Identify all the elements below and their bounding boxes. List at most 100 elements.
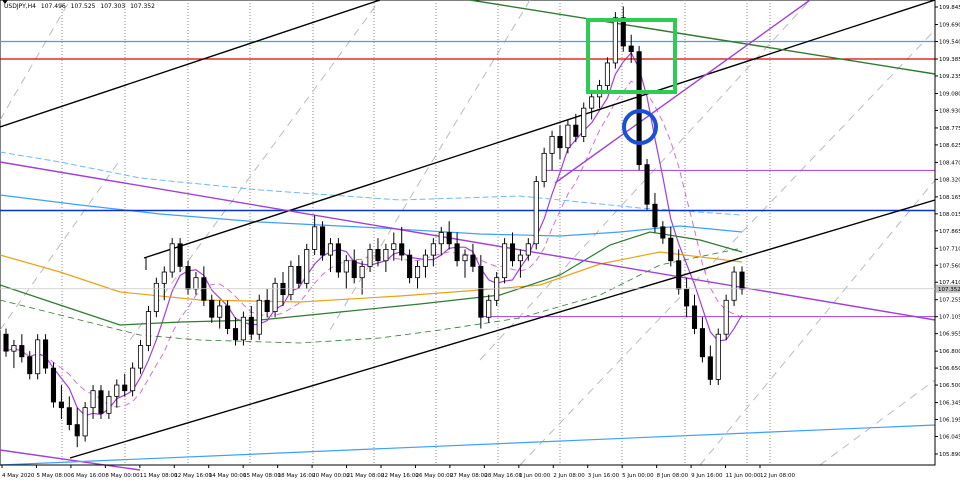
horizontal-levels <box>0 40 935 318</box>
candle <box>288 260 294 301</box>
time-tick-label: 5 May 08:00 <box>36 473 71 479</box>
collapse-arrow-icon[interactable] <box>2 0 8 4</box>
candle-body <box>454 243 460 262</box>
candle <box>517 249 523 278</box>
candle-body <box>422 254 428 267</box>
candle <box>98 385 104 419</box>
time-tick-label: 4 May 2020 <box>2 473 35 479</box>
time-tick-label: 3 Jun 16:00 <box>588 473 620 479</box>
candle-body <box>145 311 152 346</box>
green-downtrend-line <box>469 0 936 75</box>
candle-body <box>691 305 698 329</box>
candle-body <box>628 45 634 53</box>
candle <box>620 6 626 52</box>
candle-body <box>272 282 278 312</box>
candle <box>438 226 444 256</box>
candle-body <box>137 345 144 369</box>
price-tick-label: 108.165 <box>939 195 960 201</box>
symbol-header: USDJPY,H4 107.496 107.525 107.303 107.35… <box>4 3 158 10</box>
time-tick-label: 20 May 00:00 <box>312 473 350 479</box>
candle <box>3 328 9 357</box>
candle-body <box>11 345 17 352</box>
time-tick-label: 2 Jun 08:00 <box>553 473 585 479</box>
candle <box>27 351 33 380</box>
candle-body <box>604 62 611 86</box>
time-tick-label: 5 Jun 00:00 <box>622 473 654 479</box>
time-tick-label: 12 Jun 08:00 <box>760 473 795 479</box>
candle-body <box>209 299 215 318</box>
candle-body <box>320 226 326 256</box>
candle <box>320 221 326 261</box>
price-tick-label: 106.650 <box>939 366 960 372</box>
ma-orange-line <box>0 251 743 303</box>
blue-long-trendline <box>0 424 936 466</box>
purple-uptrend-line <box>554 0 811 184</box>
candle-body <box>66 407 72 426</box>
candle-body <box>414 265 421 279</box>
candle-body <box>739 271 745 290</box>
candle-body <box>27 356 33 375</box>
time-tick-label: 11 May 08:00 <box>140 473 178 479</box>
candle-body <box>660 226 666 239</box>
candle-body <box>43 339 49 369</box>
candle-body <box>58 401 64 409</box>
diagonal-dashed-line <box>699 179 936 466</box>
candle <box>604 57 611 92</box>
price-tick-label: 106.955 <box>939 332 960 338</box>
time-tick-label: 22 May 16:00 <box>381 473 419 479</box>
candle <box>707 345 713 386</box>
candle-body <box>502 243 508 279</box>
candle-body <box>343 260 349 273</box>
price-tick-label: 108.775 <box>939 126 960 132</box>
candle-body <box>652 203 658 228</box>
candle <box>715 328 721 386</box>
candle-body <box>335 243 341 273</box>
candle-body <box>82 407 88 437</box>
candle-body <box>74 424 80 437</box>
blue-highlight-circle <box>622 109 658 145</box>
time-tick-label: 11 Jun 00:00 <box>726 473 761 479</box>
candle-body <box>225 305 231 329</box>
candle-body <box>304 249 310 284</box>
candle <box>383 243 389 273</box>
price-tick-label: 107.255 <box>939 298 960 304</box>
candle <box>470 243 476 273</box>
candle-body <box>620 17 626 47</box>
candle-body <box>50 367 57 403</box>
candle-body <box>35 339 41 375</box>
candle-body <box>359 265 365 279</box>
candle <box>122 373 128 397</box>
symbol-label: USDJPY,H4 <box>4 3 36 10</box>
candle <box>232 317 239 346</box>
candle <box>177 238 183 273</box>
candle <box>19 334 25 363</box>
ohlc-low: 107.303 <box>100 3 126 10</box>
candle <box>660 221 666 244</box>
trendlines <box>0 0 936 471</box>
candle <box>652 192 658 233</box>
candle <box>137 339 144 374</box>
candle-body <box>589 96 595 109</box>
candle-body <box>367 249 373 267</box>
time-tick-label: 15 May 08:00 <box>243 473 281 479</box>
candle-body <box>98 390 104 414</box>
diagonal-dashed-line <box>0 159 121 331</box>
ma-green-line <box>0 231 743 326</box>
price-tick-label: 109.690 <box>939 23 960 29</box>
price-tick-label: 108.470 <box>939 160 960 166</box>
purple-downtrend-line <box>0 161 936 321</box>
candle <box>312 215 318 256</box>
indicator-lines <box>0 51 743 417</box>
time-tick-label: 8 May 00:00 <box>105 473 140 479</box>
candle <box>240 311 246 346</box>
candle <box>264 288 270 318</box>
price-tick-label: 109.540 <box>939 39 960 45</box>
candle <box>335 238 341 278</box>
channel-lower-line <box>69 199 936 459</box>
candle-body <box>668 237 674 262</box>
price-tick-label: 106.500 <box>939 383 960 389</box>
candle <box>430 238 436 267</box>
candle-body <box>715 333 721 380</box>
time-tick-label: 27 May 08:00 <box>450 473 488 479</box>
